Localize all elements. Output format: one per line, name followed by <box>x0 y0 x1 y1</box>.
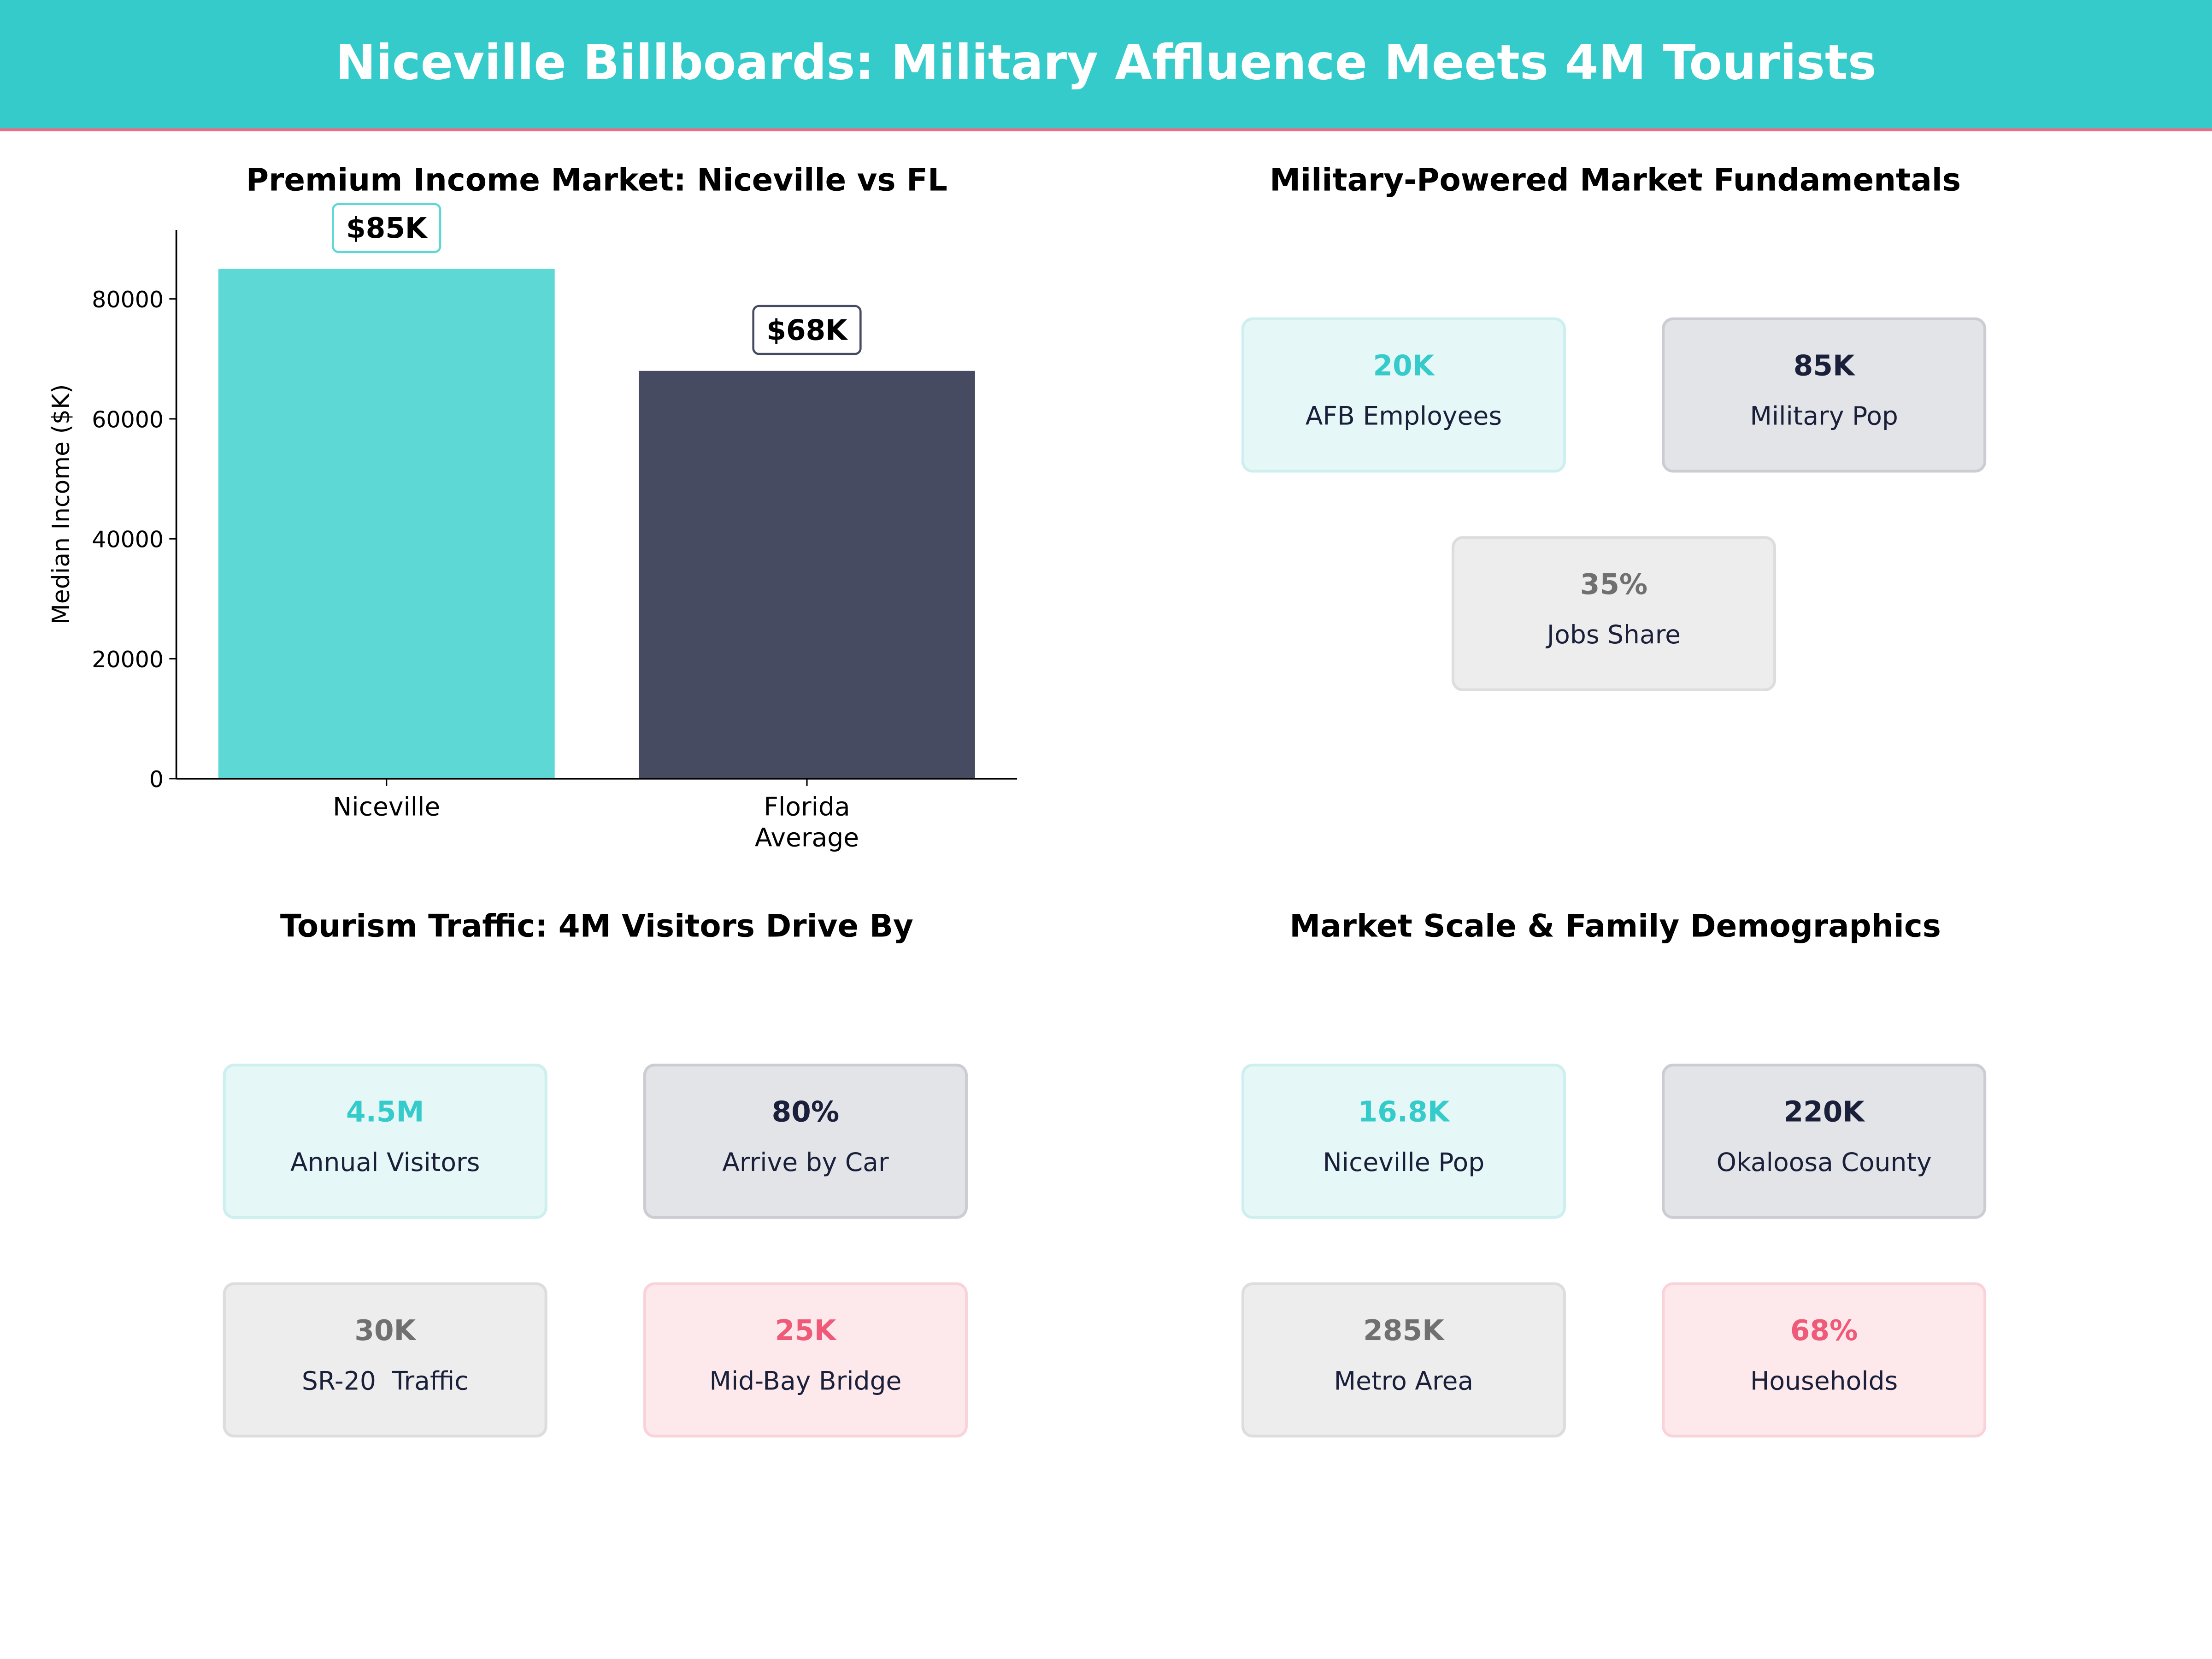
scale-panel-title: Market Scale & Family Demographics <box>1289 910 1941 946</box>
metric-label: SR-20 Traffic <box>301 1367 469 1397</box>
y-tick-label-1: 20000 <box>92 647 164 673</box>
metric-label: Okaloosa County <box>1716 1148 1932 1178</box>
tourism-panel-title: Tourism Traffic: 4M Visitors Drive By <box>280 910 913 946</box>
metric-value: 285K <box>1363 1313 1444 1347</box>
military-panel-title: Military-Powered Market Fundamentals <box>1270 164 1961 199</box>
bar-0 <box>218 269 555 779</box>
income-chart-title: Premium Income Market: Niceville vs FL <box>246 164 947 199</box>
metric-value: 20K <box>1373 348 1435 382</box>
metric-card-metro-area: 285K Metro Area <box>1241 1282 1566 1438</box>
metric-value: 80% <box>771 1094 840 1129</box>
data-label-box-0 <box>332 203 441 253</box>
metric-value: 30K <box>354 1313 416 1347</box>
x-tick-label-1: Average <box>755 823 859 853</box>
metric-card-households: 68% Households <box>1662 1282 1987 1438</box>
y-axis-label: Median Income ($K) <box>47 384 75 625</box>
metric-label: Jobs Share <box>1547 620 1681 651</box>
metric-label: Arrive by Car <box>722 1148 889 1178</box>
y-tick-label-4: 80000 <box>92 287 164 313</box>
x-tick-label-0: Niceville <box>333 792 440 821</box>
x-tick-label-1: Florida <box>764 792 850 821</box>
metric-label: Mid-Bay Bridge <box>709 1367 902 1397</box>
data-label-0: $85K <box>346 212 428 245</box>
metric-value: 16.8K <box>1358 1094 1450 1129</box>
metric-card-afb-employees: 20K AFB Employees <box>1241 317 1566 473</box>
metric-label: Households <box>1750 1367 1898 1397</box>
metric-label: Annual Visitors <box>290 1148 480 1178</box>
bar-1 <box>639 371 975 779</box>
metric-card-niceville-pop: 16.8K Niceville Pop <box>1241 1064 1566 1219</box>
metric-card-arrive-by-car: 80% Arrive by Car <box>643 1064 968 1219</box>
header-banner: Niceville Billboards: Military Affluence… <box>0 0 2212 131</box>
metric-value: 25K <box>775 1313 836 1347</box>
metric-card-mid-bay-bridge: 25K Mid-Bay Bridge <box>643 1282 968 1438</box>
metric-label: Military Pop <box>1750 402 1898 432</box>
metric-value: 68% <box>1790 1313 1858 1347</box>
metric-label: AFB Employees <box>1305 402 1502 432</box>
page-title: Niceville Billboards: Military Affluence… <box>335 35 1877 92</box>
metric-card-jobs-share: 35% Jobs Share <box>1451 536 1777 691</box>
metric-card-military-pop: 85K Military Pop <box>1662 317 1987 473</box>
data-label-1: $68K <box>766 314 848 347</box>
y-tick-label-2: 40000 <box>92 527 164 553</box>
y-tick-label-0: 0 <box>149 766 164 793</box>
metric-label: Metro Area <box>1334 1367 1474 1397</box>
metric-value: 35% <box>1580 567 1648 601</box>
metric-label: Niceville Pop <box>1323 1148 1485 1178</box>
metric-card-okaloosa-county: 220K Okaloosa County <box>1662 1064 1987 1219</box>
metric-value: 85K <box>1793 348 1855 382</box>
metric-card-sr20-traffic: 30K SR-20 Traffic <box>223 1282 547 1438</box>
metric-value: 4.5M <box>346 1094 424 1129</box>
y-tick-label-3: 60000 <box>92 406 164 433</box>
data-label-box-1 <box>752 305 862 355</box>
metric-card-annual-visitors: 4.5M Annual Visitors <box>223 1064 547 1219</box>
metric-value: 220K <box>1783 1094 1865 1129</box>
